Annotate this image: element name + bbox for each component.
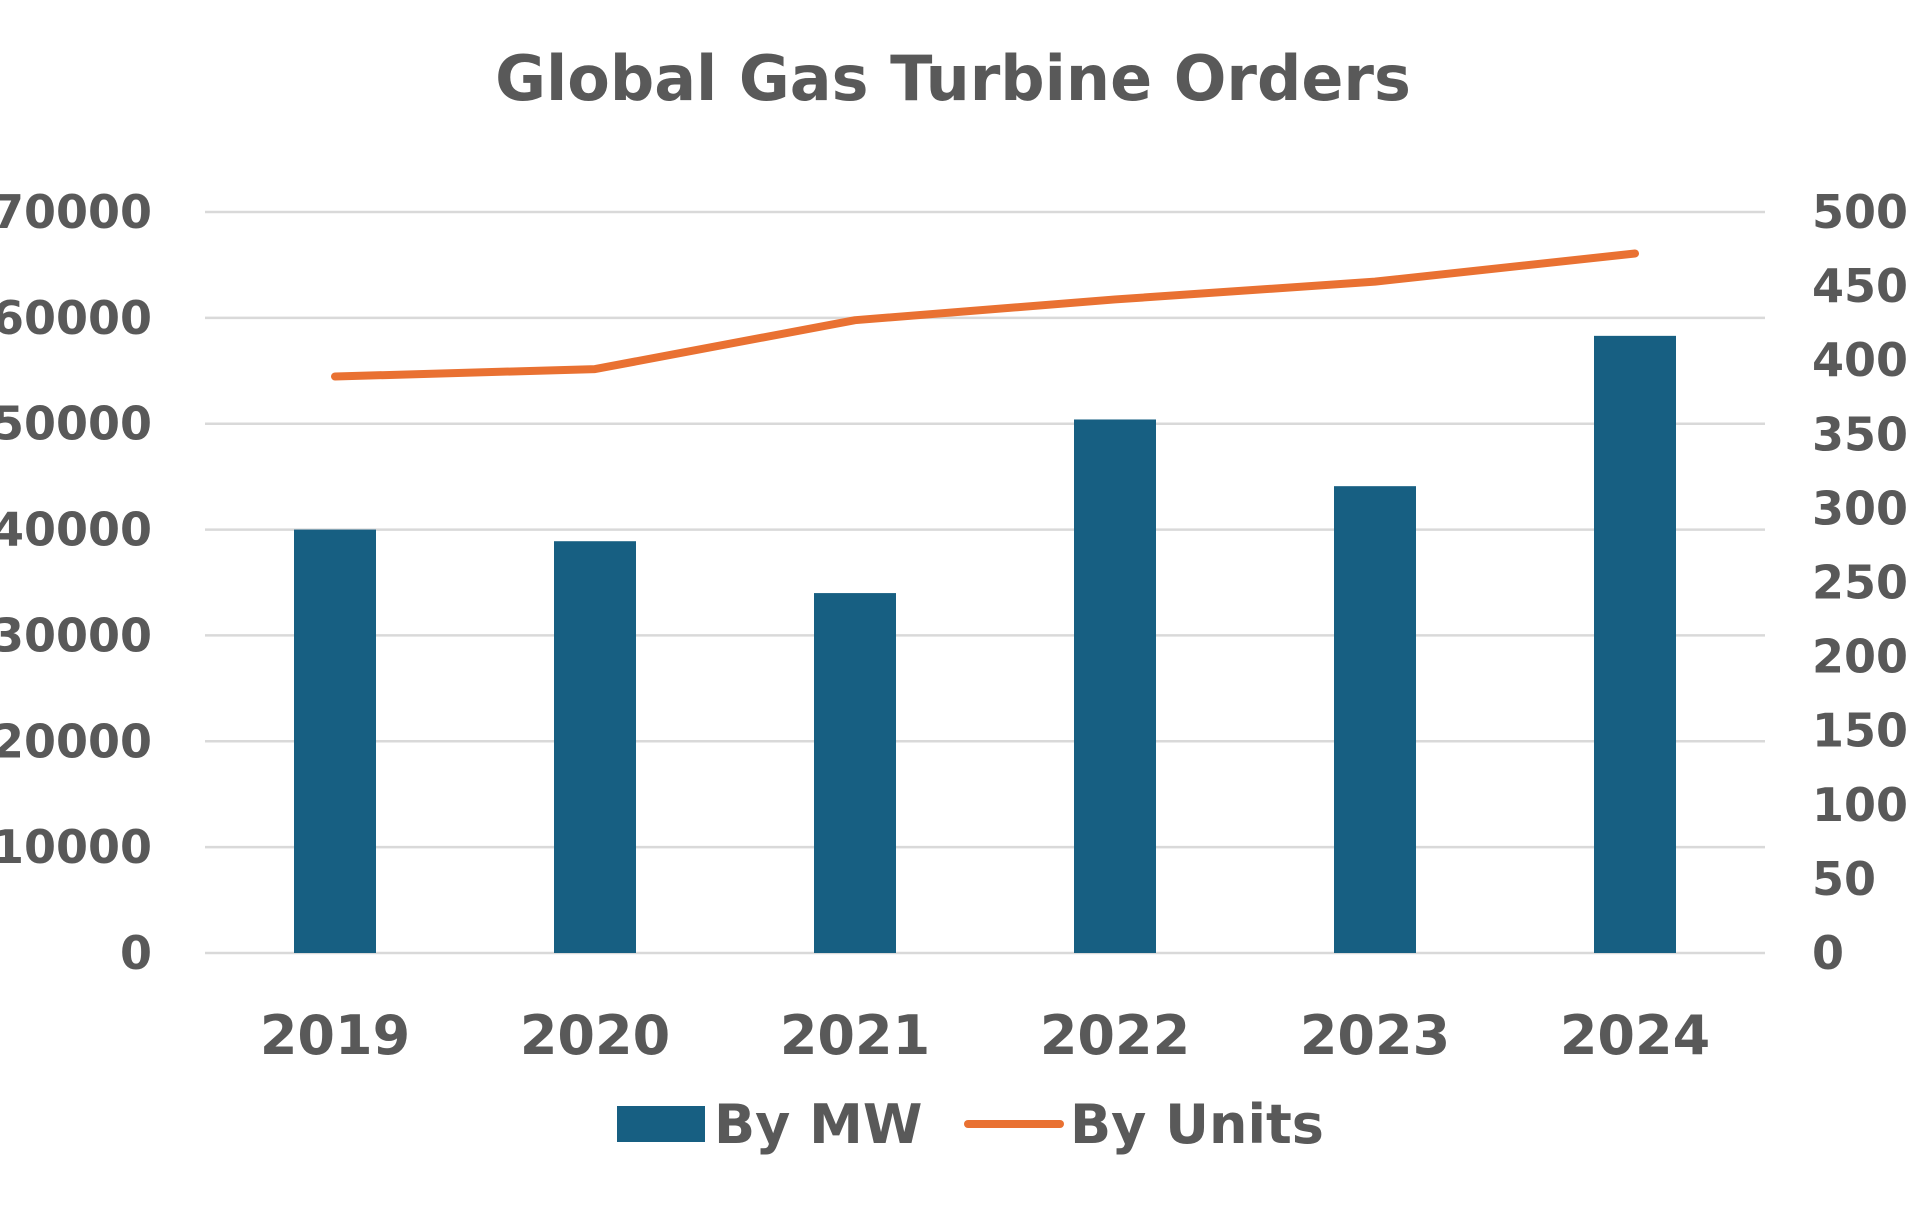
left-tick-label: 60000 — [0, 291, 152, 345]
left-tick-label: 20000 — [0, 714, 152, 768]
line-series-by-units — [331, 249, 1639, 381]
left-tick-label: 30000 — [0, 608, 152, 662]
right-tick-label: 350 — [1812, 407, 1906, 461]
right-tick-label: 200 — [1812, 630, 1906, 684]
bar-series-by-mw — [294, 335, 1676, 954]
left-tick-label: 40000 — [0, 503, 152, 557]
x-tick-label: 2019 — [260, 1004, 410, 1067]
bar-by-mw-2021 — [814, 593, 896, 953]
right-tick-label: 400 — [1812, 333, 1906, 387]
left-tick-label: 0 — [120, 926, 152, 980]
left-y-axis: 0 10000 20000 30000 40000 50000 60000 70000 — [0, 185, 152, 980]
right-tick-label: 500 — [1812, 185, 1906, 239]
x-tick-label: 2022 — [1040, 1004, 1190, 1067]
x-tick-label: 2021 — [780, 1004, 930, 1067]
right-tick-label: 450 — [1812, 259, 1906, 313]
x-tick-label: 2020 — [520, 1004, 670, 1067]
legend-label-by-mw: By MW — [714, 1093, 922, 1156]
legend-swatch-by-mw — [617, 1106, 705, 1142]
x-axis: 2019 2020 2021 2022 2023 2024 — [260, 1004, 1710, 1067]
right-tick-label: 300 — [1812, 481, 1906, 535]
x-tick-label: 2024 — [1560, 1004, 1710, 1067]
left-tick-label: 50000 — [0, 397, 152, 451]
chart-title: Global Gas Turbine Orders — [495, 42, 1411, 115]
left-tick-label: 70000 — [0, 185, 152, 239]
bar-by-mw-2019 — [294, 529, 376, 953]
gridlines — [205, 210, 1765, 955]
right-tick-label: 150 — [1812, 704, 1906, 758]
left-tick-label: 10000 — [0, 820, 152, 874]
line-by-units — [331, 249, 1639, 381]
bar-by-mw-2020 — [554, 541, 636, 953]
x-tick-label: 2023 — [1300, 1004, 1450, 1067]
right-tick-label: 0 — [1812, 926, 1844, 980]
legend-label-by-units: By Units — [1070, 1093, 1324, 1156]
right-tick-label: 250 — [1812, 556, 1906, 610]
right-tick-label: 50 — [1812, 852, 1876, 906]
bar-by-mw-2024 — [1594, 335, 1676, 953]
bar-by-mw-2022 — [1074, 419, 1156, 954]
right-tick-label: 100 — [1812, 778, 1906, 832]
legend: By MW By Units — [617, 1093, 1324, 1156]
bar-by-mw-2023 — [1334, 486, 1416, 953]
right-y-axis: 0 50 100 150 200 250 300 350 400 450 500 — [1812, 185, 1906, 980]
